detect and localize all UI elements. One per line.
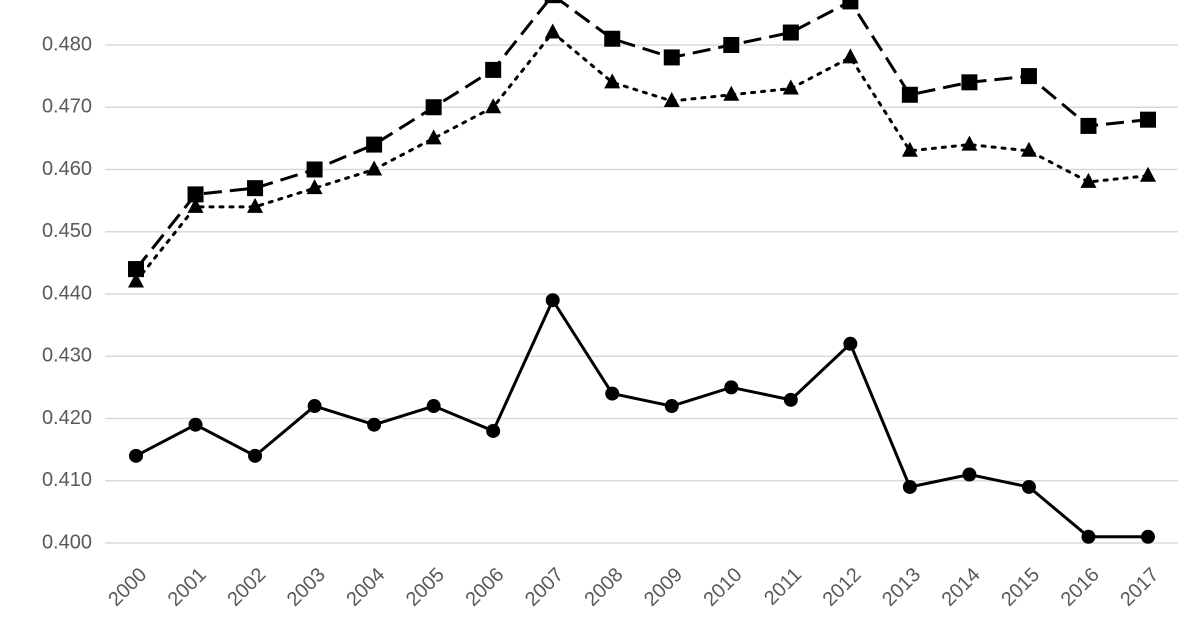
square-marker <box>723 36 740 53</box>
circle-marker <box>248 448 263 463</box>
circle-marker <box>426 399 441 414</box>
x-tick-label: 2013 <box>878 564 925 611</box>
x-tick-label: 2015 <box>997 564 1044 611</box>
series-line <box>134 30 1150 284</box>
x-tick-label: 2010 <box>700 564 747 611</box>
triangle-marker <box>901 141 918 157</box>
triangle-marker <box>425 129 442 145</box>
x-tick-label: 2007 <box>521 564 568 611</box>
square-marker <box>961 74 978 91</box>
x-tick-label: 2008 <box>580 564 627 611</box>
triangle-marker <box>663 92 680 108</box>
circle-marker <box>188 417 203 432</box>
x-tick-label: 2011 <box>760 564 806 610</box>
x-tick-label: 2004 <box>342 564 389 611</box>
triangle-marker <box>1020 141 1037 157</box>
square-marker <box>366 136 383 153</box>
circle-marker <box>486 423 501 438</box>
square-marker <box>544 0 561 4</box>
triangle-marker <box>187 197 204 213</box>
triangle-marker <box>366 160 383 176</box>
circle-marker <box>843 336 858 351</box>
triangle-marker <box>961 135 978 151</box>
x-tick-label: 2012 <box>819 564 866 611</box>
square-marker <box>1020 68 1037 85</box>
triangle-marker <box>306 179 323 195</box>
square-marker <box>663 49 680 66</box>
y-tick-label: 0.400 <box>42 531 92 553</box>
circle-marker <box>902 479 917 494</box>
triangle-marker <box>544 23 561 39</box>
square-marker <box>1140 111 1156 128</box>
y-tick-label: 0.480 <box>42 33 92 55</box>
y-tick-label: 0.440 <box>42 282 92 304</box>
y-tick-label: 0.450 <box>42 220 92 242</box>
square-marker <box>604 30 621 47</box>
y-tick-label: 0.410 <box>42 469 92 491</box>
x-tick-label: 2003 <box>283 564 330 611</box>
triangle-marker <box>782 79 799 95</box>
triangle-marker <box>485 98 502 114</box>
circle-marker <box>545 293 560 308</box>
y-tick-label: 0.460 <box>42 158 92 180</box>
square-marker <box>187 186 204 203</box>
circle-marker <box>1141 529 1155 544</box>
x-tick-label: 2002 <box>223 564 270 611</box>
triangle-marker <box>842 48 859 64</box>
square-marker <box>128 261 144 278</box>
triangle-marker <box>723 85 740 101</box>
x-tick-label: 2005 <box>402 564 449 611</box>
y-tick-label: 0.470 <box>42 96 92 118</box>
circle-marker <box>783 392 798 407</box>
square-marker <box>306 161 323 178</box>
x-tick-label: 2014 <box>938 564 985 611</box>
series-line <box>134 0 1149 271</box>
square-marker <box>1080 117 1097 134</box>
triangle-marker <box>247 197 264 213</box>
triangle-marker <box>604 73 621 89</box>
square-marker <box>425 99 442 116</box>
square-marker <box>247 180 264 197</box>
square-marker <box>782 24 799 41</box>
y-tick-label: 0.420 <box>42 407 92 429</box>
circle-marker <box>962 467 977 482</box>
square-marker <box>842 0 859 10</box>
square-marker <box>901 86 918 103</box>
x-tick-label: 2001 <box>164 564 211 611</box>
series-line <box>135 297 1148 539</box>
circle-marker <box>367 417 382 432</box>
y-tick-label: 0.430 <box>42 345 92 367</box>
circle-marker <box>129 448 143 463</box>
x-tick-label: 2006 <box>461 564 508 611</box>
circle-marker <box>1081 529 1096 544</box>
circle-marker <box>605 386 620 401</box>
circle-marker <box>307 399 322 414</box>
x-tick-label: 2017 <box>1116 564 1163 611</box>
circle-marker <box>664 399 679 414</box>
square-marker <box>485 61 502 78</box>
circle-marker <box>1021 479 1036 494</box>
x-tick-label: 2016 <box>1057 564 1104 611</box>
triangle-marker <box>1080 172 1097 188</box>
x-tick-label: 2009 <box>640 564 687 611</box>
triangle-marker <box>1140 166 1156 182</box>
x-tick-label: 2000 <box>104 564 151 611</box>
circle-marker <box>724 380 739 395</box>
triangle-marker <box>128 272 144 288</box>
